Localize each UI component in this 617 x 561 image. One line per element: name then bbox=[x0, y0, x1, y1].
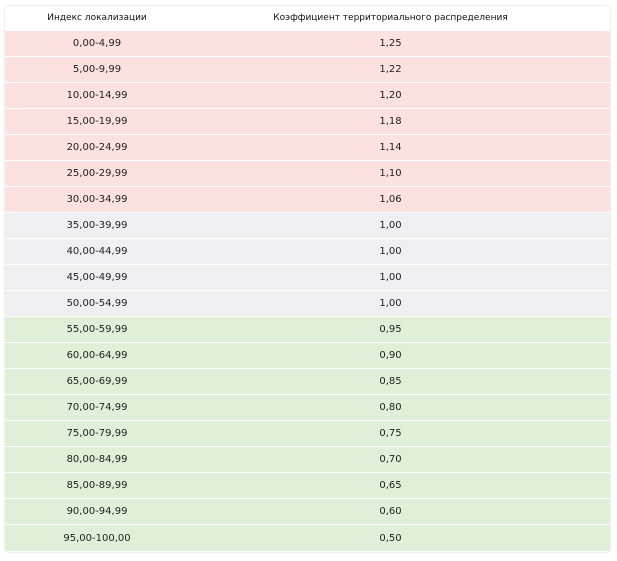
table-header: Индекс локализации Коэффициент территори… bbox=[5, 6, 610, 30]
index-range-cell: 50,00-54,99 bbox=[66, 298, 128, 309]
coefficient-cell: 1,00 bbox=[379, 246, 402, 257]
index-range-cell: 35,00-39,99 bbox=[66, 220, 128, 231]
table-row: 80,00-84,99 0,70 bbox=[5, 446, 610, 472]
coefficient-cell: 0,70 bbox=[379, 454, 402, 465]
index-range-cell: 45,00-49,99 bbox=[66, 272, 128, 283]
coefficient-cell: 1,22 bbox=[379, 64, 402, 75]
index-range-cell: 40,00-44,99 bbox=[66, 246, 128, 257]
table-row: 35,00-39,99 1,00 bbox=[5, 212, 610, 238]
coefficient-cell: 0,95 bbox=[379, 324, 402, 335]
table-row: 15,00-19,99 1,18 bbox=[5, 108, 610, 134]
table-row: 95,00-100,00 0,50 bbox=[5, 524, 610, 551]
index-range-cell: 65,00-69,99 bbox=[66, 376, 128, 387]
table-row: 65,00-69,99 0,85 bbox=[5, 368, 610, 394]
coefficient-cell: 0,85 bbox=[379, 376, 402, 387]
table-body: 0,00-4,99 1,25 5,00-9,99 1,22 10,00-14,99 1,2… bbox=[5, 30, 610, 551]
header-index-label: Индекс локализации bbox=[47, 13, 147, 23]
coefficient-cell: 1,00 bbox=[379, 298, 402, 309]
table-row: 25,00-29,99 1,10 bbox=[5, 160, 610, 186]
coefficient-cell: 1,20 bbox=[379, 90, 402, 101]
coefficient-cell: 1,10 bbox=[379, 168, 402, 179]
index-range-cell: 85,00-89,99 bbox=[66, 480, 128, 491]
table-row: 45,00-49,99 1,00 bbox=[5, 264, 610, 290]
coefficient-table: Индекс локализации Коэффициент территори… bbox=[5, 6, 610, 552]
coefficient-cell: 0,80 bbox=[379, 402, 402, 413]
index-range-cell: 80,00-84,99 bbox=[66, 454, 128, 465]
index-range-cell: 55,00-59,99 bbox=[66, 324, 128, 335]
table-row: 30,00-34,99 1,06 bbox=[5, 186, 610, 212]
coefficient-cell: 0,65 bbox=[379, 480, 402, 491]
table-row: 85,00-89,99 0,65 bbox=[5, 472, 610, 498]
table-row: 10,00-14,99 1,20 bbox=[5, 82, 610, 108]
index-range-cell: 70,00-74,99 bbox=[66, 402, 128, 413]
index-range-cell: 60,00-64,99 bbox=[66, 350, 128, 361]
coefficient-cell: 1,00 bbox=[379, 272, 402, 283]
index-range-cell: 30,00-34,99 bbox=[66, 194, 128, 205]
coefficient-cell: 1,06 bbox=[379, 194, 402, 205]
index-range-cell: 90,00-94,99 bbox=[66, 506, 128, 517]
table-row: 0,00-4,99 1,25 bbox=[5, 30, 610, 56]
index-range-cell: 95,00-100,00 bbox=[63, 532, 131, 544]
table-row: 90,00-94,99 0,60 bbox=[5, 498, 610, 524]
coefficient-cell: 0,90 bbox=[379, 350, 402, 361]
table-row: 70,00-74,99 0,80 bbox=[5, 394, 610, 420]
index-range-cell: 5,00-9,99 bbox=[72, 64, 122, 75]
coefficient-cell: 1,25 bbox=[379, 38, 402, 49]
index-range-cell: 20,00-24,99 bbox=[66, 142, 128, 153]
coefficient-cell: 0,60 bbox=[379, 506, 402, 517]
coefficient-cell: 1,00 bbox=[379, 220, 402, 231]
table-row: 20,00-24,99 1,14 bbox=[5, 134, 610, 160]
table-row: 60,00-64,99 0,90 bbox=[5, 342, 610, 368]
table-row: 5,00-9,99 1,22 bbox=[5, 56, 610, 82]
index-range-cell: 0,00-4,99 bbox=[72, 38, 122, 49]
table-row: 55,00-59,99 0,95 bbox=[5, 316, 610, 342]
index-range-cell: 75,00-79,99 bbox=[66, 428, 128, 439]
coefficient-cell: 0,75 bbox=[379, 428, 402, 439]
coefficient-cell: 1,14 bbox=[379, 142, 402, 153]
index-range-cell: 10,00-14,99 bbox=[66, 90, 128, 101]
coefficient-cell: 1,18 bbox=[379, 116, 402, 127]
table-row: 50,00-54,99 1,00 bbox=[5, 290, 610, 316]
table-row: 75,00-79,99 0,75 bbox=[5, 420, 610, 446]
coefficient-cell: 0,50 bbox=[379, 532, 402, 544]
table-row: 40,00-44,99 1,00 bbox=[5, 238, 610, 264]
index-range-cell: 15,00-19,99 bbox=[66, 116, 128, 127]
header-coefficient-label: Коэффициент территориального распределен… bbox=[273, 13, 508, 23]
index-range-cell: 25,00-29,99 bbox=[66, 168, 128, 179]
